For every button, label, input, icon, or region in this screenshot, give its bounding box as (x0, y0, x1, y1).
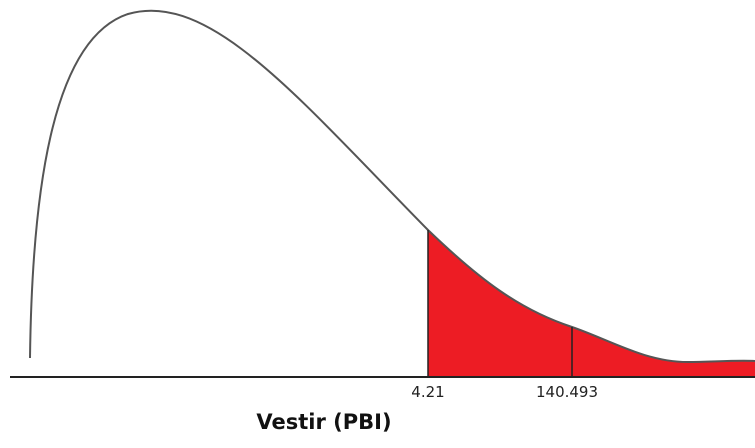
density-curve (29, 9, 755, 364)
diagram-caption: Vestir (PBI) (256, 410, 392, 434)
tick-label-4.21: 4.21 (411, 383, 444, 401)
tick-label-140.493: 140.493 (536, 383, 598, 401)
shaded-tail-region (428, 230, 755, 377)
